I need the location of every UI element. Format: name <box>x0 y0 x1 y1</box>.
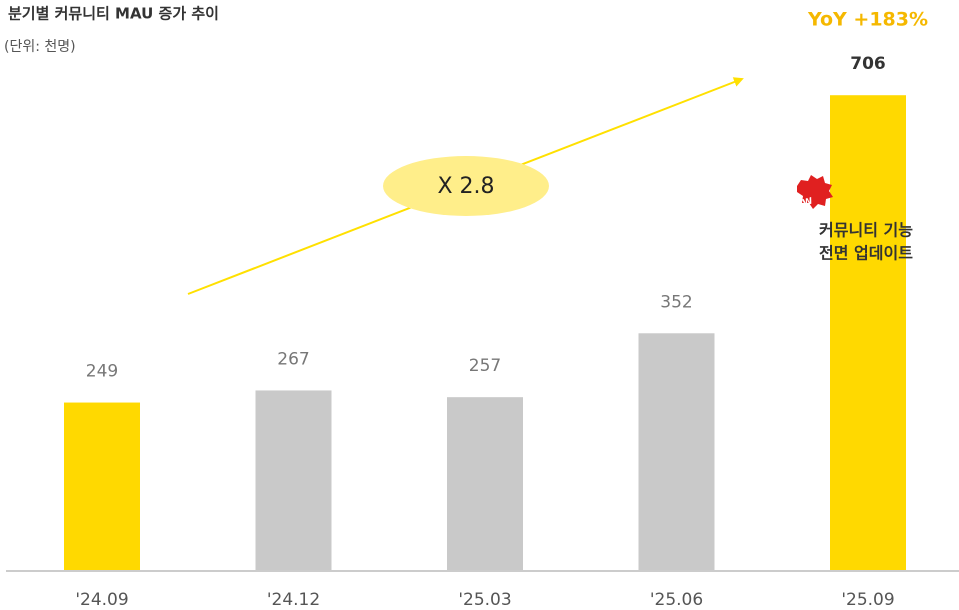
x-tick-label: '25.09 <box>841 590 894 610</box>
note-line: 전면 업데이트 <box>819 244 913 263</box>
bar <box>64 402 140 570</box>
value-label: 257 <box>469 356 501 376</box>
value-label: 706 <box>850 54 886 74</box>
value-label: 267 <box>277 349 309 369</box>
bar <box>447 397 523 570</box>
note-line: 커뮤니티 기능 <box>819 221 913 240</box>
value-label: 249 <box>86 362 118 382</box>
value-label: 352 <box>660 292 692 312</box>
bar <box>255 390 332 570</box>
bar <box>830 95 906 570</box>
new-badge-label: NEW <box>788 197 813 213</box>
growth-ellipse <box>383 156 549 216</box>
growth-annotation: X 2.8 <box>437 174 494 199</box>
new-badge <box>797 175 833 209</box>
chart-title: 분기별 커뮤니티 MAU 증가 추이 <box>8 5 219 23</box>
chart-subtitle: (단위: 천명) <box>4 39 76 55</box>
bar <box>638 333 715 570</box>
x-tick-label: '25.06 <box>650 590 703 610</box>
yoy-annotation: YoY +183% <box>807 9 928 31</box>
x-tick-label: '24.12 <box>267 590 320 610</box>
x-tick-label: '24.09 <box>75 590 128 610</box>
x-tick-label: '25.03 <box>458 590 511 610</box>
